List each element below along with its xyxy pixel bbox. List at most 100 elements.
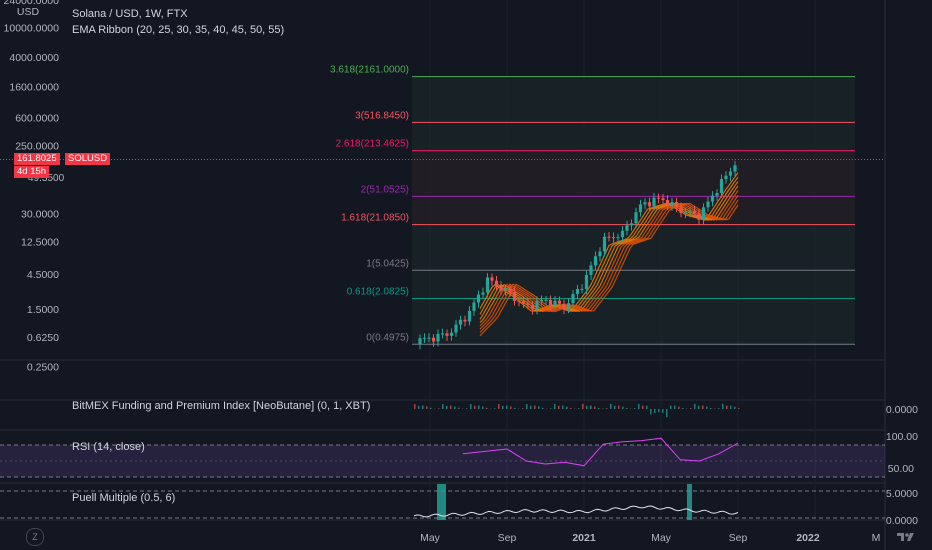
candle-body-5 bbox=[440, 333, 445, 335]
funding-bar-15 bbox=[474, 405, 476, 409]
candle-body-13 bbox=[476, 294, 481, 303]
candle-body-60 bbox=[688, 210, 692, 213]
tradingview-logo-icon[interactable] bbox=[896, 530, 916, 544]
funding-bar-66 bbox=[678, 406, 680, 409]
candle-body-53 bbox=[656, 197, 661, 199]
candle-body-35 bbox=[575, 288, 580, 295]
candle-body-34 bbox=[571, 294, 575, 304]
fib-zone-fill-mid bbox=[412, 150, 855, 225]
funding-bar-73 bbox=[706, 406, 708, 409]
candle-body-50 bbox=[643, 202, 647, 205]
candle-body-49 bbox=[638, 204, 643, 213]
candle-body-6 bbox=[445, 333, 449, 336]
funding-bar-53 bbox=[626, 407, 628, 409]
funding-bar-59 bbox=[650, 409, 652, 415]
funding-bar-21 bbox=[498, 403, 500, 409]
funding-bar-46 bbox=[598, 407, 600, 409]
candle-body-70 bbox=[733, 165, 737, 172]
funding-bar-52 bbox=[622, 406, 624, 409]
funding-bar-69 bbox=[690, 408, 692, 409]
candle-body-22 bbox=[517, 300, 521, 302]
price-tick-label: 4.5000 bbox=[27, 269, 59, 281]
funding-bar-58 bbox=[646, 405, 648, 409]
candle-body-11 bbox=[467, 310, 472, 322]
price-tick-label: 12.5000 bbox=[21, 236, 59, 248]
candle-body-28 bbox=[544, 299, 548, 301]
funding-bar-63 bbox=[666, 409, 668, 418]
candle-body-23 bbox=[521, 301, 526, 304]
funding-bar-61 bbox=[658, 409, 660, 413]
bitmex-pane-title: BitMEX Funding and Premium Index [NeoBut… bbox=[72, 400, 370, 412]
ema-ribbon-legend[interactable]: EMA Ribbon (20, 25, 30, 35, 40, 45, 50, … bbox=[72, 24, 285, 36]
rsi-upper-label: 100.00 bbox=[886, 431, 918, 443]
price-tick-label: 4000.0000 bbox=[9, 52, 59, 64]
puell-extreme-bar-2 bbox=[687, 484, 692, 520]
funding-bar-16 bbox=[478, 405, 480, 409]
puell-lower-label: 0.0000 bbox=[886, 515, 918, 527]
funding-bar-30 bbox=[534, 405, 536, 409]
candle-body-59 bbox=[683, 212, 688, 214]
funding-bar-7 bbox=[442, 404, 444, 409]
funding-bar-1 bbox=[418, 405, 420, 409]
candle-body-56 bbox=[670, 202, 674, 206]
funding-bar-4 bbox=[430, 407, 432, 409]
candle-body-19 bbox=[503, 288, 508, 291]
candle-body-30 bbox=[553, 300, 557, 306]
funding-value-label: 0.0000 bbox=[886, 404, 918, 416]
last-price-badge: 161.8025 bbox=[14, 153, 60, 165]
funding-bar-80 bbox=[734, 406, 736, 409]
candle-body-33 bbox=[566, 303, 571, 309]
price-tick-label: 600.0000 bbox=[15, 113, 59, 125]
candle-body-47 bbox=[629, 223, 634, 226]
candle-body-66 bbox=[715, 192, 719, 196]
funding-bar-81 bbox=[738, 408, 740, 409]
candle-body-25 bbox=[530, 304, 535, 310]
candle-body-44 bbox=[616, 237, 620, 239]
funding-bar-49 bbox=[610, 403, 612, 409]
funding-bar-77 bbox=[722, 403, 724, 409]
chart-title[interactable]: Solana / USD, 1W, FTX bbox=[72, 8, 188, 20]
funding-bar-38 bbox=[566, 406, 568, 409]
candle-body-29 bbox=[548, 299, 553, 306]
funding-bar-50 bbox=[614, 405, 616, 409]
candle-body-65 bbox=[710, 195, 715, 202]
funding-bar-34 bbox=[550, 408, 552, 409]
funding-bar-14 bbox=[470, 404, 472, 409]
funding-bar-37 bbox=[562, 405, 564, 409]
candle-body-39 bbox=[593, 256, 598, 266]
fib-label-6: 0.618(2.0825) bbox=[347, 287, 409, 298]
price-tick-label: 24000.0000 bbox=[4, 0, 60, 7]
fib-label-1: 3(516.8450) bbox=[355, 110, 409, 121]
timezone-button[interactable]: Z bbox=[26, 528, 44, 546]
funding-bar-6 bbox=[438, 408, 440, 409]
funding-bar-32 bbox=[542, 407, 544, 409]
funding-bar-57 bbox=[642, 405, 644, 409]
time-tick-label: 2021 bbox=[572, 532, 596, 544]
funding-bar-60 bbox=[654, 409, 656, 414]
funding-bar-23 bbox=[506, 405, 508, 409]
candle-body-41 bbox=[602, 236, 607, 252]
price-tick-label: 30.0000 bbox=[21, 208, 59, 220]
candle-body-51 bbox=[647, 202, 652, 207]
funding-bar-9 bbox=[450, 405, 452, 409]
candle-body-43 bbox=[611, 237, 616, 239]
candle-body-67 bbox=[719, 179, 724, 193]
fib-label-7: 0(0.4975) bbox=[366, 332, 409, 343]
candle-body-69 bbox=[728, 171, 733, 176]
funding-bar-74 bbox=[710, 408, 712, 409]
candle-body-40 bbox=[598, 251, 602, 257]
funding-bar-42 bbox=[582, 403, 584, 409]
time-tick-label: Sep bbox=[729, 532, 748, 544]
price-tick-label: 1600.0000 bbox=[9, 81, 59, 93]
price-tick-label: 1.5000 bbox=[27, 304, 59, 316]
candle-body-17 bbox=[494, 280, 499, 286]
funding-bar-72 bbox=[702, 405, 704, 409]
candle-body-42 bbox=[607, 236, 611, 238]
candle-body-38 bbox=[589, 265, 593, 275]
funding-bar-79 bbox=[730, 405, 732, 409]
funding-bar-2 bbox=[422, 405, 424, 409]
funding-bar-25 bbox=[514, 407, 516, 409]
candle-body-18 bbox=[499, 285, 503, 291]
fib-label-0: 3.618(2161.0000) bbox=[330, 65, 409, 76]
